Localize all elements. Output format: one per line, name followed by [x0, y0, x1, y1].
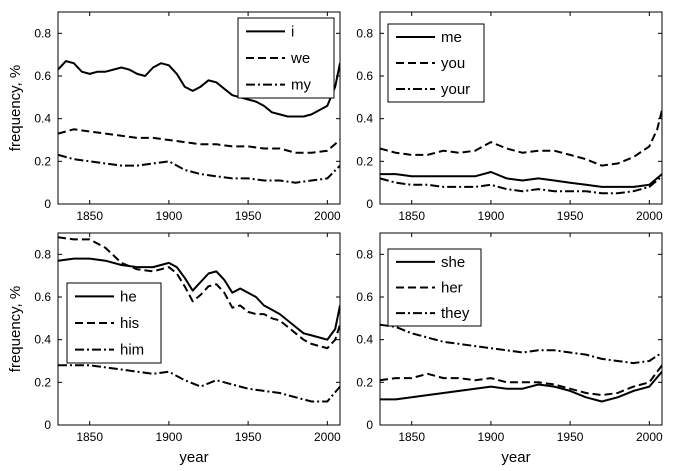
series-line-we	[58, 128, 340, 154]
series-line-my	[58, 153, 340, 184]
legend-label-her: her	[441, 280, 463, 297]
y-axis-label: frequency, %	[7, 286, 24, 372]
legend-label-him: him	[120, 342, 144, 359]
y-tick-label: 0.4	[356, 333, 373, 347]
legend-label-he: he	[120, 288, 137, 305]
x-tick-label: 1850	[398, 209, 425, 223]
series-line-him	[58, 364, 340, 403]
series-line-me	[380, 171, 662, 188]
x-tick-label: 1900	[478, 209, 505, 223]
y-tick-label: 0.8	[34, 26, 51, 40]
y-tick-label: 0	[366, 418, 373, 432]
y-tick-label: 0.2	[34, 375, 51, 389]
chart-panel-2: 1850 1900 1950 2000 0 0.2 0.4 0.6 0.8 me you your	[356, 11, 663, 223]
chart-panel-1: 1850 1900 1950 2000 0 0.2 0.4 0.6 0.8 frequency, …	[7, 11, 341, 223]
legend-label-she: she	[441, 254, 465, 271]
y-tick-label: 0	[44, 197, 51, 211]
x-axis-label: year	[501, 449, 530, 466]
y-tick-label: 0.8	[356, 26, 373, 40]
legend: he his him	[66, 282, 162, 364]
x-tick-label: 1950	[557, 430, 584, 444]
x-tick-label: 2000	[636, 209, 663, 223]
y-tick-label: 0.2	[34, 154, 51, 168]
y-tick-label: 0	[366, 197, 373, 211]
chart-panel-4: 1850 1900 1950 2000 0 0.2 0.4 0.6 0.8 year she her t…	[356, 232, 663, 466]
y-tick-label: 0.4	[34, 112, 51, 126]
x-axis-label: year	[179, 449, 208, 466]
x-tick-label: 1950	[235, 430, 262, 444]
legend: me you your	[387, 23, 485, 103]
y-tick-label: 0.6	[34, 290, 51, 304]
y-tick-label: 0.2	[356, 375, 373, 389]
series-line-i	[58, 60, 340, 118]
chart-panel-3: 1850 1900 1950 2000 0 0.2 0.4 0.6 0.8 frequency, …	[7, 232, 341, 466]
x-tick-label: 1900	[156, 430, 183, 444]
legend: she her they	[387, 248, 482, 327]
y-tick-label: 0.4	[356, 112, 373, 126]
x-tick-label: 1950	[557, 209, 584, 223]
legend-label-my: my	[291, 77, 311, 94]
y-tick-label: 0.2	[356, 154, 373, 168]
x-tick-label: 1850	[76, 430, 103, 444]
series-line-she	[380, 371, 662, 403]
legend-label-his: his	[120, 315, 139, 332]
plot-area	[379, 232, 663, 426]
series-line-his	[58, 236, 340, 350]
y-axis-label: frequency, %	[7, 65, 24, 151]
series-line-your	[380, 175, 662, 195]
legend-label-we: we	[290, 50, 310, 67]
series-line-her	[380, 364, 662, 397]
y-tick-label: 0.4	[34, 333, 51, 347]
y-tick-label: 0.6	[356, 290, 373, 304]
legend: i we my	[237, 17, 335, 99]
y-tick-label: 0.6	[34, 69, 51, 83]
series-line-he	[58, 257, 340, 341]
x-tick-label: 1850	[398, 430, 425, 444]
x-tick-label: 1850	[76, 209, 103, 223]
legend-label-i: i	[291, 23, 294, 40]
x-tick-label: 1900	[478, 430, 505, 444]
x-tick-label: 2000	[314, 430, 341, 444]
x-tick-label: 2000	[636, 430, 663, 444]
x-tick-label: 2000	[314, 209, 341, 223]
legend-label-you: you	[441, 55, 465, 72]
y-tick-label: 0.8	[356, 247, 373, 261]
x-tick-label: 1950	[235, 209, 262, 223]
y-tick-label: 0	[44, 418, 51, 432]
y-tick-label: 0.6	[356, 69, 373, 83]
series-line-you	[380, 109, 662, 167]
series-line-they	[380, 323, 662, 365]
x-tick-label: 1900	[156, 209, 183, 223]
legend-label-they: they	[441, 305, 470, 322]
y-tick-label: 0.8	[34, 247, 51, 261]
legend-label-your: your	[441, 81, 470, 98]
legend-label-me: me	[441, 29, 462, 46]
